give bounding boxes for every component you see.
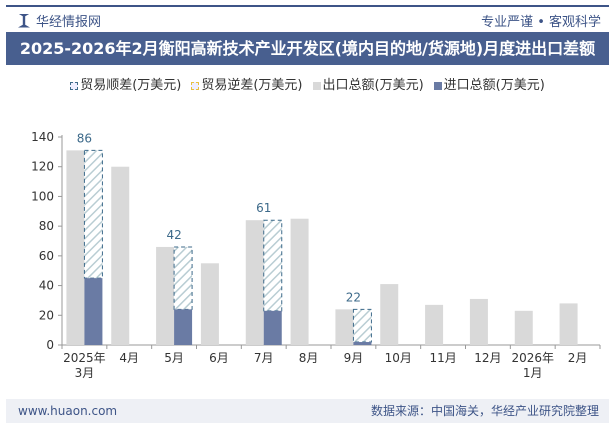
y-tick-label: 80 [39,219,54,233]
x-tick-label: 2月 [568,351,588,365]
x-tick-label: 1月 [523,366,543,380]
legend-item[interactable]: 贸易顺差(万美元) [70,78,181,93]
surplus-bar [352,308,372,343]
y-tick-label: 20 [39,308,54,322]
slogan: 专业严谨 • 客观科学 [481,15,601,30]
legend: 贸易顺差(万美元) 贸易逆差(万美元) 出口总额(万美元) 进口总额(万美元) [0,74,615,93]
legend-swatch [433,81,442,90]
legend-label: 出口总额(万美元) [322,78,424,93]
legend-label: 贸易逆差(万美元) [201,78,303,93]
import-bar [84,278,103,345]
x-tick-label: 4月 [119,351,139,365]
import-bar [353,342,372,345]
surplus-bar [83,149,103,279]
x-tick-label: 8月 [299,351,319,365]
export-bar [335,309,354,345]
export-bar [66,150,85,345]
export-bar [290,218,309,345]
legend-item[interactable]: 进口总额(万美元) [433,78,545,93]
top-rule [6,5,609,7]
export-bar [200,263,219,345]
import-bar [263,310,282,345]
x-tick-label: 3月 [75,366,95,380]
y-tick-label: 140 [31,130,54,144]
export-bar [111,166,130,345]
surplus-label: 42 [166,228,181,242]
surplus-bar [263,219,283,312]
export-bar [380,284,399,345]
legend-item[interactable]: 出口总额(万美元) [312,78,424,93]
y-tick-label: 0 [46,338,54,352]
y-tick-label: 100 [31,189,54,203]
footer: www.huaon.com 数据来源：中国海关，华经产业研究院整理 [6,399,609,423]
x-tick-label: 7月 [254,351,274,365]
import-bar [174,309,193,345]
brand-name: 华经情报网 [36,15,102,30]
website[interactable]: www.huaon.com [18,404,118,418]
x-tick-label: 6月 [209,351,229,365]
chart-title: 2025-2026年2月衡阳高新技术产业开发区(境内目的地/货源地)月度进出口差… [6,32,609,65]
legend-swatch [191,81,200,90]
legend-item[interactable]: 贸易逆差(万美元) [191,78,303,93]
export-bar [469,298,488,345]
export-bar [156,246,175,345]
x-tick-label: 2026年 [511,351,554,365]
legend-swatch [312,81,321,90]
x-tick-label: 12月 [474,351,501,365]
x-tick-label: 10月 [385,351,412,365]
surplus-bar [173,246,193,310]
legend-label: 进口总额(万美元) [443,78,545,93]
y-tick-label: 120 [31,160,54,174]
export-bar [425,304,444,345]
source: 数据来源：中国海关，华经产业研究院整理 [370,404,599,418]
surplus-label: 22 [346,290,361,304]
brand: 华经情报网 [18,11,101,30]
y-tick-label: 60 [39,249,54,263]
surplus-label: 61 [256,201,271,215]
y-tick-label: 40 [39,279,54,293]
export-bar [514,310,533,345]
x-tick-label: 5月 [164,351,184,365]
x-tick-label: 9月 [344,351,364,365]
surplus-label: 86 [77,131,92,145]
legend-label: 贸易顺差(万美元) [80,78,182,93]
legend-swatch [70,81,79,90]
export-bar [559,303,578,345]
export-bar [245,220,264,345]
x-tick-label: 11月 [429,351,456,365]
x-tick-label: 2025年 [63,351,106,365]
